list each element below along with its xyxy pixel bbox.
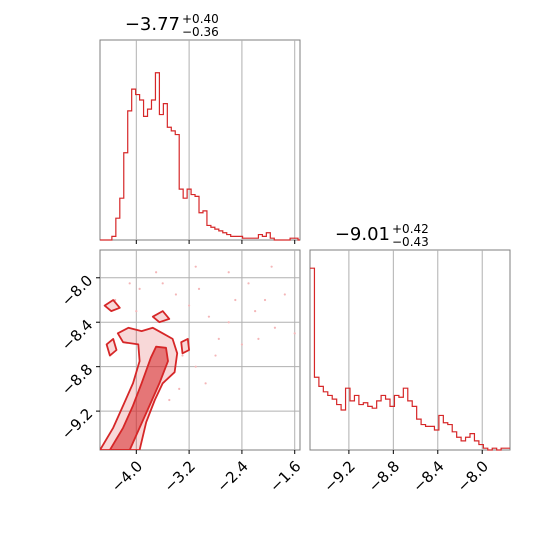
hist-top-histogram-step — [100, 72, 300, 241]
scatter-point-4 — [174, 293, 178, 296]
hist-right-histogram-step — [310, 267, 510, 451]
contour-xtick-label-3: −1.6 — [266, 457, 304, 495]
contour-ytick-label-1: −8.4 — [58, 316, 96, 354]
hist-right-xtick-label-0: −9.2 — [320, 457, 358, 495]
scatter-point-14 — [283, 293, 286, 296]
contour-frame — [99, 249, 301, 451]
scatter-point-26 — [270, 265, 273, 268]
hist-top-title-value: −3.77 — [125, 14, 180, 35]
contour-panel: −4.0 −3.2 −2.4 −1.6 −8.0 −8.4 −8.8 −9.2 — [58, 249, 305, 496]
scatter-point-19 — [194, 365, 197, 368]
scatter-point-1 — [128, 282, 131, 285]
scatter-point-6 — [197, 287, 201, 290]
contour-ytick-label-2: −8.8 — [58, 360, 96, 398]
scatter-point-9 — [227, 321, 230, 324]
hist-right-title-plus: +0.42 — [392, 222, 429, 236]
scatter-point-25 — [247, 282, 250, 285]
contour-level-blob-top-left — [103, 299, 121, 313]
scatter-point-7 — [207, 315, 211, 318]
scatter-point-11 — [254, 310, 257, 313]
scatter-point-13 — [273, 326, 277, 329]
scatter-point-20 — [204, 382, 207, 385]
scatter-point-2 — [138, 287, 141, 290]
contour-level-blob-top-mid — [151, 310, 171, 324]
scatter-point-22 — [168, 398, 171, 402]
scatter-point-29 — [257, 337, 260, 340]
contour-xtick-label-2: −2.4 — [213, 457, 251, 495]
contour-ytick-label-0: −8.0 — [58, 271, 96, 309]
scatter-point-10 — [240, 343, 244, 346]
hist-top-panel: −3.77 +0.40−0.36 — [99, 12, 301, 244]
scatter-point-15 — [293, 332, 296, 335]
scatter-point-18 — [181, 354, 184, 357]
hist-top-title-minus: −0.36 — [182, 25, 219, 39]
scatter-point-24 — [234, 298, 237, 302]
scatter-point-27 — [155, 271, 158, 274]
hist-right-panel: −9.01 +0.42−0.43 — [309, 222, 511, 454]
contour-level-inner — [109, 345, 169, 450]
contour-plot-area — [100, 265, 296, 450]
hist-right-frame — [309, 249, 511, 451]
hist-top-title-plus: +0.40 — [182, 12, 219, 26]
contour-ytick-label-3: −9.2 — [58, 405, 96, 443]
scatter-point-5 — [188, 304, 191, 307]
hist-right-xtick-label-2: −8.4 — [409, 457, 447, 495]
scatter-point-8 — [217, 337, 220, 340]
contour-xtick-label-0: −4.0 — [108, 457, 146, 495]
hist-right-title-value: −9.01 — [335, 224, 390, 245]
scatter-point-17 — [194, 265, 197, 268]
hist-right-xtick-label-3: −8.0 — [454, 457, 492, 495]
contour-level-blob-left-mid — [105, 337, 118, 357]
scatter-point-21 — [178, 387, 181, 390]
hist-right-title-minus: −0.43 — [392, 235, 429, 249]
hist-top-frame — [99, 39, 301, 241]
hist-right-xtick-label-1: −8.8 — [365, 457, 403, 495]
scatter-point-23 — [214, 354, 217, 357]
contour-xtick-label-1: −3.2 — [161, 457, 199, 495]
scatter-point-12 — [263, 298, 267, 302]
scatter-point-28 — [135, 310, 138, 313]
contour-level-outer — [100, 326, 179, 450]
scatter-point-16 — [227, 271, 230, 274]
scatter-point-3 — [161, 282, 164, 285]
contour-level-blob-right — [180, 337, 191, 355]
